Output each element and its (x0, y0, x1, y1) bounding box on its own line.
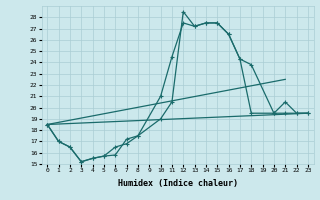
X-axis label: Humidex (Indice chaleur): Humidex (Indice chaleur) (118, 179, 237, 188)
